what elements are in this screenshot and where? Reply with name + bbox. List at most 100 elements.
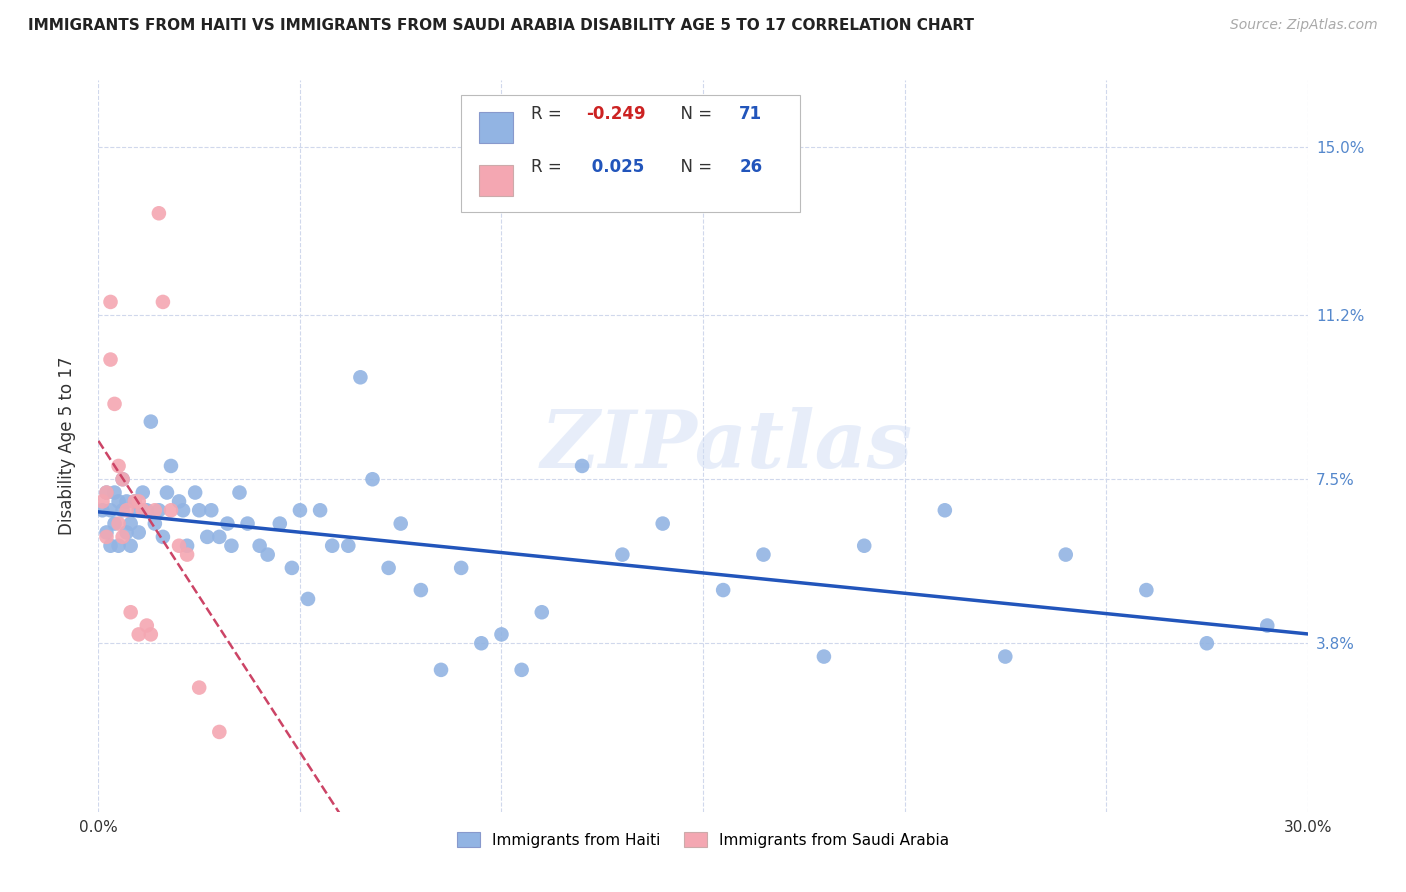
Point: [91, 503, 114, 517]
Point: [172, 503, 194, 517]
Point: [120, 605, 142, 619]
Point: [111, 472, 134, 486]
Point: [96, 485, 118, 500]
Point: [100, 294, 122, 309]
Point: [269, 516, 291, 531]
Point: [309, 503, 332, 517]
Point: [994, 649, 1017, 664]
Point: [128, 525, 150, 540]
Point: [148, 503, 170, 517]
Point: [139, 415, 162, 429]
Point: [176, 539, 198, 553]
Point: [100, 503, 122, 517]
Point: [571, 458, 593, 473]
Point: [132, 503, 155, 517]
Text: IMMIGRANTS FROM HAITI VS IMMIGRANTS FROM SAUDI ARABIA DISABILITY AGE 5 TO 17 COR: IMMIGRANTS FROM HAITI VS IMMIGRANTS FROM…: [28, 18, 974, 33]
Point: [409, 583, 432, 598]
Point: [100, 352, 122, 367]
Point: [124, 494, 146, 508]
Point: [103, 485, 125, 500]
Point: [530, 605, 553, 619]
Point: [813, 649, 835, 664]
Point: [111, 503, 134, 517]
Point: [1256, 618, 1278, 632]
Point: [228, 485, 250, 500]
Y-axis label: Disability Age 5 to 17: Disability Age 5 to 17: [58, 357, 76, 535]
Point: [152, 530, 174, 544]
Text: ZIPatlas: ZIPatlas: [541, 408, 914, 484]
Point: [853, 539, 876, 553]
Point: [103, 516, 125, 531]
Point: [612, 548, 634, 562]
Legend: Immigrants from Haiti, Immigrants from Saudi Arabia: Immigrants from Haiti, Immigrants from S…: [450, 824, 956, 855]
FancyBboxPatch shape: [479, 165, 513, 196]
Point: [139, 627, 162, 641]
Point: [135, 618, 157, 632]
Point: [111, 530, 134, 544]
Point: [450, 561, 472, 575]
Point: [132, 485, 155, 500]
Point: [221, 539, 243, 553]
Point: [96, 530, 118, 544]
Point: [143, 503, 166, 517]
Point: [135, 503, 157, 517]
Point: [143, 516, 166, 531]
FancyBboxPatch shape: [461, 95, 800, 212]
Point: [91, 494, 114, 508]
Point: [510, 663, 533, 677]
Point: [115, 503, 138, 517]
Point: [184, 485, 207, 500]
Point: [128, 627, 150, 641]
Point: [120, 516, 142, 531]
Point: [156, 485, 179, 500]
Point: [1135, 583, 1157, 598]
Point: [107, 539, 129, 553]
Point: [148, 206, 170, 220]
Point: [107, 458, 129, 473]
Point: [200, 503, 222, 517]
Point: [249, 539, 271, 553]
Point: [103, 397, 125, 411]
Point: [236, 516, 259, 531]
FancyBboxPatch shape: [479, 112, 513, 144]
Text: R =: R =: [531, 158, 567, 176]
Text: 0.025: 0.025: [586, 158, 644, 176]
Point: [160, 458, 183, 473]
Point: [167, 494, 190, 508]
Point: [128, 503, 150, 517]
Point: [188, 681, 211, 695]
Point: [337, 539, 360, 553]
Point: [349, 370, 371, 384]
Point: [256, 548, 278, 562]
Point: [107, 494, 129, 508]
Point: [115, 494, 138, 508]
Point: [188, 503, 211, 517]
Point: [491, 627, 513, 641]
Text: 71: 71: [740, 105, 762, 123]
Text: Source: ZipAtlas.com: Source: ZipAtlas.com: [1230, 18, 1378, 32]
Point: [107, 516, 129, 531]
Text: R =: R =: [531, 105, 567, 123]
Text: N =: N =: [671, 105, 717, 123]
Point: [1195, 636, 1218, 650]
Point: [288, 503, 311, 517]
Point: [651, 516, 673, 531]
Point: [111, 472, 134, 486]
Point: [321, 539, 343, 553]
Point: [167, 539, 190, 553]
Point: [124, 494, 146, 508]
Point: [217, 516, 239, 531]
Point: [1054, 548, 1077, 562]
Point: [160, 503, 183, 517]
Point: [96, 485, 118, 500]
Point: [128, 494, 150, 508]
Point: [361, 472, 384, 486]
Point: [281, 561, 304, 575]
Point: [470, 636, 492, 650]
Point: [115, 525, 138, 540]
Point: [195, 530, 218, 544]
Point: [208, 530, 231, 544]
Point: [430, 663, 453, 677]
Point: [711, 583, 734, 598]
Point: [934, 503, 956, 517]
